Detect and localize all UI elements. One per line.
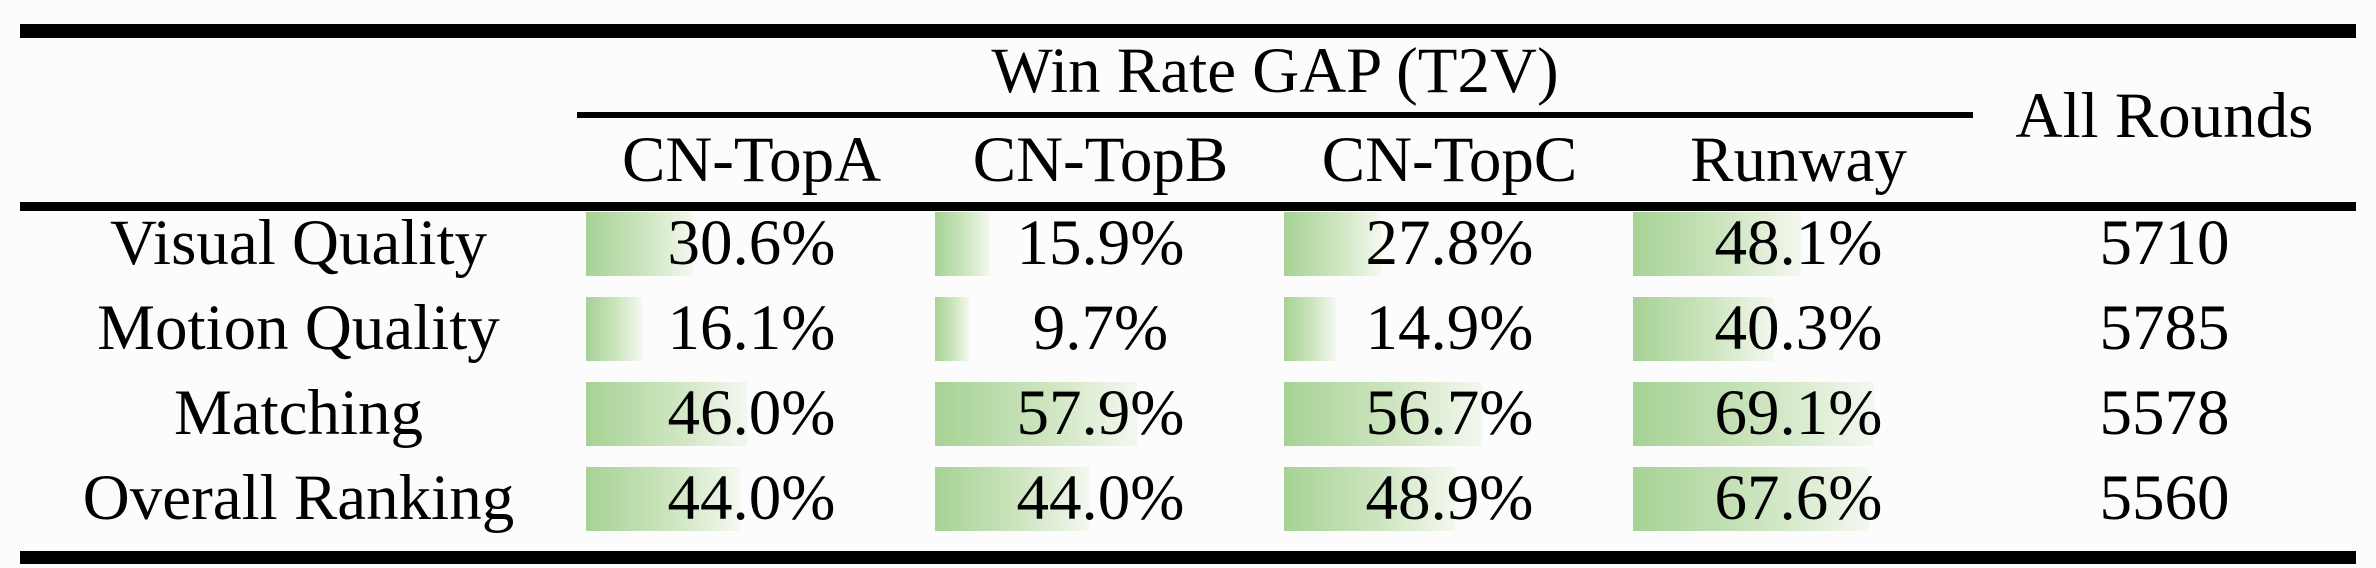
col-header-runway: Runway <box>1690 123 1907 196</box>
win-rate-bar <box>1633 211 1801 276</box>
win-rate-cell: 30.6% <box>577 211 926 276</box>
win-rate-bar <box>586 296 643 361</box>
win-rate-bar <box>935 211 991 276</box>
win-rate-cell: 48.9% <box>1275 466 1624 531</box>
win-rate-value: 44.0% <box>1016 462 1185 534</box>
group-header-underline <box>577 112 1973 118</box>
table-row: Visual Quality 30.6% 15.9% 27.8% 48.1% 5… <box>0 211 2376 296</box>
all-rounds-header: All Rounds <box>2015 79 2314 152</box>
win-rate-bar <box>935 466 1089 531</box>
win-rate-value: 14.9% <box>1365 292 1534 364</box>
win-rate-value: 67.6% <box>1714 462 1883 534</box>
win-rate-bar <box>935 296 969 361</box>
win-rate-value: 69.1% <box>1714 377 1883 449</box>
all-rounds-value: 5710 <box>2099 207 2230 279</box>
table-row: Overall Ranking 44.0% 44.0% 48.9% 67.6% … <box>0 466 2376 551</box>
win-rate-cell: 57.9% <box>926 381 1275 446</box>
win-rate-value: 57.9% <box>1016 377 1185 449</box>
win-rate-cell: 9.7% <box>926 296 1275 361</box>
row-label: Overall Ranking <box>82 462 515 534</box>
win-rate-bar <box>1284 296 1336 361</box>
row-label: Visual Quality <box>109 207 488 279</box>
top-rule <box>20 24 2356 38</box>
row-label: Matching <box>173 377 424 449</box>
win-rate-cell: 14.9% <box>1275 296 1624 361</box>
win-rate-cell: 44.0% <box>926 466 1275 531</box>
win-rate-bar <box>1633 466 1869 531</box>
win-rate-cell: 27.8% <box>1275 211 1624 276</box>
header-body-rule <box>20 202 2356 211</box>
bottom-rule <box>20 551 2356 564</box>
all-rounds-value: 5560 <box>2099 462 2230 534</box>
win-rate-bar <box>1633 296 1774 361</box>
win-rate-cell: 69.1% <box>1624 381 1973 446</box>
win-rate-value: 44.0% <box>667 462 836 534</box>
win-rate-value: 16.1% <box>667 292 836 364</box>
table-row: Matching 46.0% 57.9% 56.7% 69.1% 5578 <box>0 381 2376 466</box>
group-header-title: Win Rate GAP (T2V) <box>991 34 1559 107</box>
win-rate-bar <box>1633 381 1875 446</box>
win-rate-value: 27.8% <box>1365 207 1534 279</box>
win-rate-value: 40.3% <box>1714 292 1883 364</box>
win-rate-value: 15.9% <box>1016 207 1185 279</box>
table-row: Motion Quality 16.1% 9.7% 14.9% 40.3% 57… <box>0 296 2376 381</box>
win-rate-cell: 56.7% <box>1275 381 1624 446</box>
win-rate-cell: 15.9% <box>926 211 1275 276</box>
win-rate-cell: 44.0% <box>577 466 926 531</box>
win-rate-cell: 67.6% <box>1624 466 1973 531</box>
win-rate-cell: 16.1% <box>577 296 926 361</box>
col-header-cn-topa: CN-TopA <box>621 123 882 196</box>
win-rate-cell: 46.0% <box>577 381 926 446</box>
win-rate-bar <box>586 466 740 531</box>
all-rounds-value: 5578 <box>2099 377 2230 449</box>
win-rate-bar <box>586 211 693 276</box>
win-rate-bar <box>1284 211 1382 276</box>
win-rate-value: 48.1% <box>1714 207 1883 279</box>
win-rate-value: 46.0% <box>667 377 836 449</box>
win-rate-bar <box>1284 466 1455 531</box>
win-rate-cell: 40.3% <box>1624 296 1973 361</box>
win-rate-bar <box>935 381 1138 446</box>
win-rate-bar <box>1284 381 1482 446</box>
col-header-cn-topb: CN-TopB <box>972 123 1229 196</box>
win-rate-value: 48.9% <box>1365 462 1534 534</box>
win-rate-value: 30.6% <box>667 207 836 279</box>
all-rounds-value: 5785 <box>2099 292 2230 364</box>
row-label: Motion Quality <box>97 292 500 364</box>
win-rate-value: 9.7% <box>1032 292 1169 364</box>
col-header-cn-topc: CN-TopC <box>1321 123 1578 196</box>
win-rate-value: 56.7% <box>1365 377 1534 449</box>
win-rate-bar <box>586 381 747 446</box>
win-rate-cell: 48.1% <box>1624 211 1973 276</box>
